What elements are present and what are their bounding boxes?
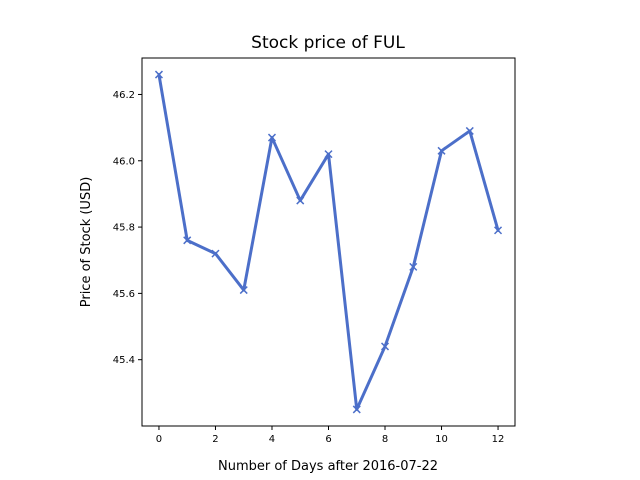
data-point-marker <box>267 133 277 142</box>
data-point-marker <box>183 236 192 245</box>
data-point-marker <box>465 126 474 135</box>
series-line <box>157 73 500 411</box>
data-point-marker <box>324 150 333 159</box>
data-point-marker <box>296 196 305 205</box>
x-tick-label: 6 <box>325 434 331 445</box>
x-tick-label: 10 <box>435 434 448 445</box>
series-layer <box>154 70 503 414</box>
x-axis-ticks: 0 2 4 6 8 10 12 <box>156 426 505 445</box>
data-point-marker <box>437 146 446 155</box>
data-point-marker <box>211 249 220 258</box>
x-axis-label: Number of Days after 2016-07-22 <box>218 459 438 474</box>
data-point-marker <box>154 70 163 79</box>
y-axis-ticks: 45.4 45.6 45.8 46.0 46.2 <box>113 90 142 366</box>
y-tick-label: 46.2 <box>113 90 135 101</box>
data-point-marker <box>380 342 390 351</box>
chart-title: Stock price of FUL <box>251 33 405 53</box>
plot-area-frame <box>141 57 516 427</box>
y-tick-label: 46.0 <box>113 156 135 167</box>
data-point-marker <box>494 226 503 235</box>
data-point-marker <box>239 286 248 295</box>
data-point-marker <box>409 262 418 271</box>
x-tick-label: 0 <box>156 434 162 445</box>
y-tick-label: 45.4 <box>113 355 135 366</box>
x-tick-label: 8 <box>382 434 388 445</box>
y-axis-label: Price of Stock (USD) <box>79 177 94 308</box>
y-tick-label: 45.8 <box>113 223 135 234</box>
data-point-marker <box>352 405 361 414</box>
x-tick-label: 12 <box>492 434 505 445</box>
x-tick-label: 2 <box>212 434 218 445</box>
x-tick-label: 4 <box>269 434 275 445</box>
y-tick-label: 45.6 <box>113 289 135 300</box>
